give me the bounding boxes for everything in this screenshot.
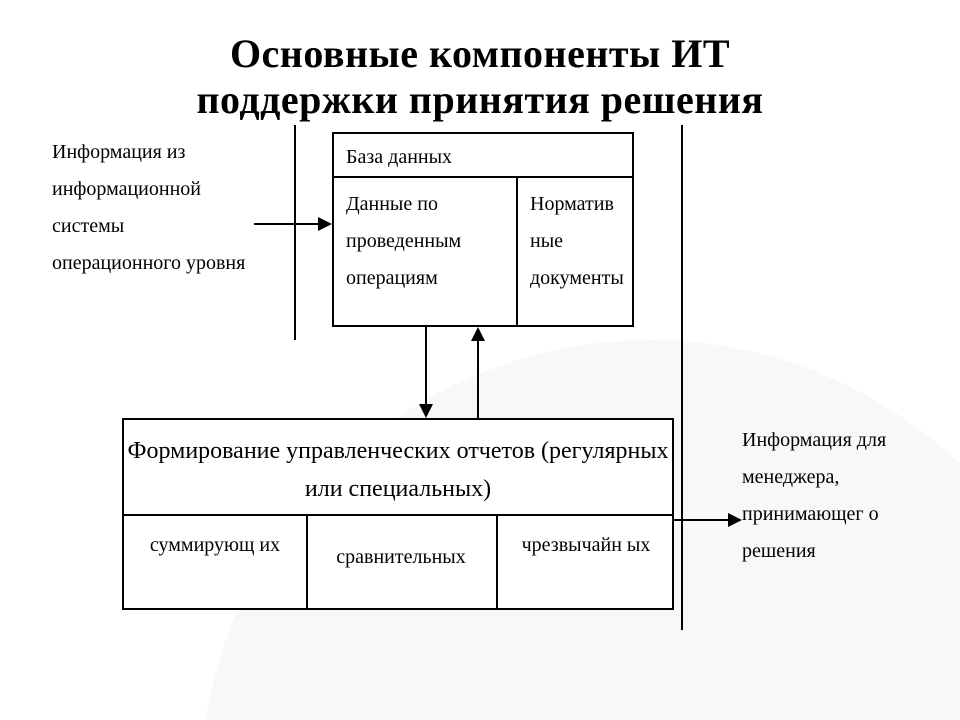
edge-db-reports-line: [425, 327, 427, 406]
database-cell-1: Норматив ные документы: [518, 178, 658, 305]
node-output: Информация для менеджера, принимающег о …: [742, 422, 932, 570]
edge-reports-db-line: [477, 339, 479, 418]
edge-reports-out-arrow: [728, 513, 742, 527]
reports-cell-2: чрезвычайн ых: [496, 528, 676, 563]
node-info-source: Информация из информационной системы опе…: [52, 134, 254, 282]
edge-db-reports-arrow: [419, 404, 433, 418]
reports-cell-1: сравнительных: [306, 542, 496, 573]
node-reports: Формирование управленческих отчетов (рег…: [122, 418, 674, 610]
guide-right: [681, 125, 683, 630]
page-title-line1: Основные компоненты ИТ: [0, 30, 960, 77]
reports-header: Формирование управленческих отчетов (рег…: [124, 432, 672, 509]
edge-src-db-arrow: [318, 217, 332, 231]
reports-cell-0: суммирующ их: [124, 528, 306, 563]
diagram-canvas: Основные компоненты ИТ поддержки приняти…: [0, 0, 960, 720]
edge-reports-db-arrow: [471, 327, 485, 341]
node-database: База данных Данные по проведенным операц…: [332, 132, 634, 327]
guide-left: [294, 125, 296, 340]
edge-src-db-line: [254, 223, 320, 225]
reports-header-divider: [124, 514, 672, 516]
database-cell-0: Данные по проведенным операциям: [334, 178, 540, 305]
edge-reports-out-line: [674, 519, 730, 521]
page-title-line2: поддержки принятия решения: [0, 76, 960, 123]
